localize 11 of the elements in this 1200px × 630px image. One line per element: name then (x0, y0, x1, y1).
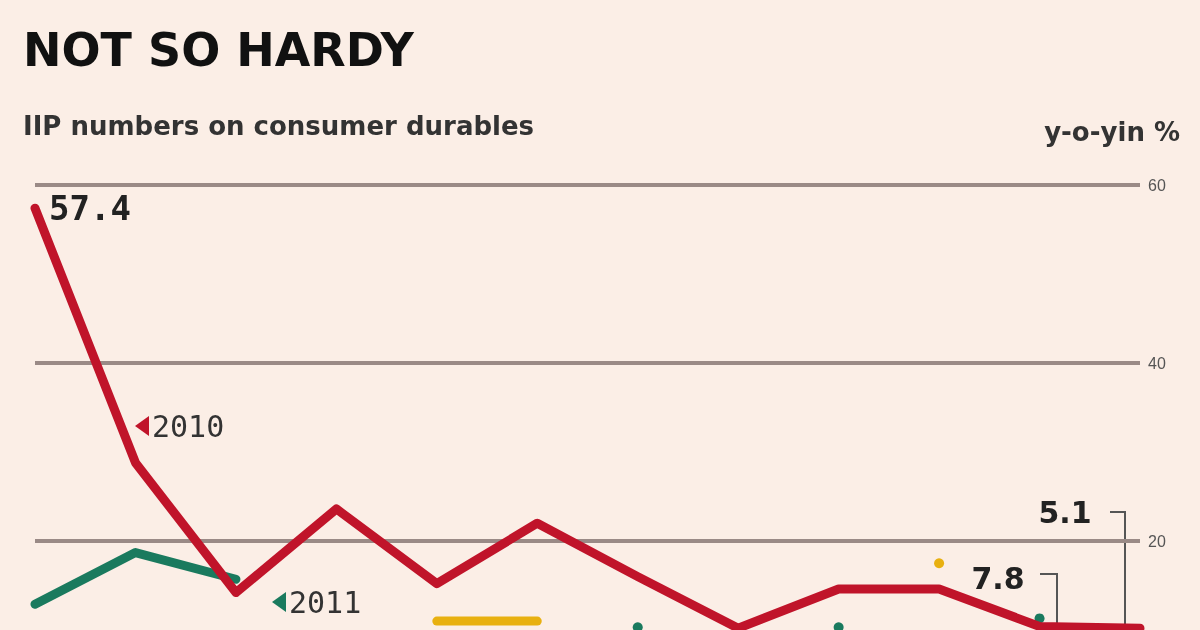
annotation: 7.8 (971, 560, 1025, 596)
y-tick-label: 60 (1148, 176, 1166, 194)
chart-title: NOT SO HARDY (23, 23, 415, 77)
y-tick-label: 40 (1148, 354, 1166, 372)
legend-label: 2010 (152, 408, 225, 444)
chart-subtitle: IIP numbers on consumer durables (23, 111, 535, 141)
y-tick-label: 20 (1148, 532, 1166, 550)
data-label: 57.4 (49, 188, 131, 229)
y-axis-title: y-o-yin % (1044, 117, 1180, 147)
annotation: 5.1 (1038, 494, 1092, 530)
legend-label: 2011 (289, 584, 362, 620)
